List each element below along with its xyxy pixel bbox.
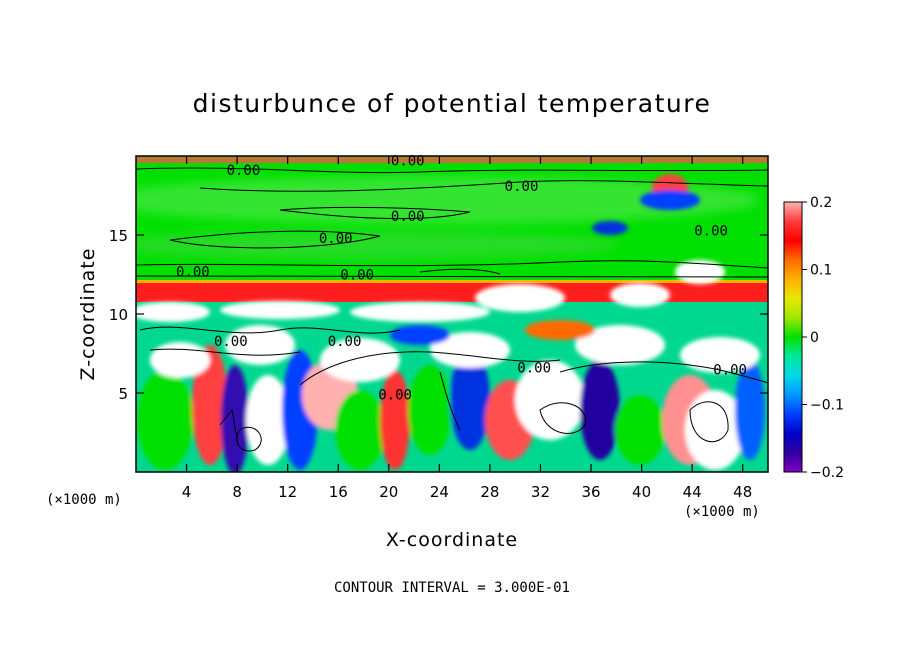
- contour-lines: [136, 167, 768, 452]
- x-tick-label: 48: [733, 483, 752, 501]
- x-tick-label: 40: [632, 483, 651, 501]
- colorbar-tick-label: 0.2: [810, 195, 832, 211]
- contour-label: 0.00: [328, 334, 362, 350]
- field-warm-edge: [136, 280, 768, 283]
- field-cloud-band: [136, 174, 725, 322]
- contour-label: 0.00: [176, 264, 210, 280]
- colorbar-tick-label: −0.2: [810, 465, 844, 481]
- colorbar-body: [783, 201, 803, 473]
- x-tick-label: 16: [329, 483, 348, 501]
- contour-label: 0.00: [340, 268, 374, 284]
- x-unit-right: (×1000 m): [684, 504, 760, 520]
- x-tick-label: 28: [480, 483, 499, 501]
- colorbar: 0.2 0.1 0 −0.1 −0.2: [783, 195, 844, 481]
- x-tick-label: 24: [430, 483, 449, 501]
- x-unit-left: (×1000 m): [46, 492, 122, 508]
- x-tick-label: 8: [232, 483, 242, 501]
- contour-label: 0.00: [694, 223, 728, 239]
- x-tick-label: 36: [581, 483, 600, 501]
- colorbar-tick-label: −0.1: [810, 398, 844, 414]
- contour-label: 0.00: [713, 362, 747, 378]
- colorbar-tick-label: 0.1: [810, 263, 832, 279]
- x-tick-label: 12: [278, 483, 297, 501]
- y-tick-label: 15: [109, 227, 128, 245]
- contour-label-layer: 0.00 0.00 0.00 0.00 0.00 0.00 0.00 0.00 0.00 0.00…: [176, 154, 747, 404]
- contour-label: 0.00: [391, 154, 425, 170]
- contour-label: 0.00: [505, 179, 539, 195]
- contour-label: 0.00: [214, 334, 248, 350]
- colorbar-tick-label: 0: [810, 330, 819, 346]
- colorbar-ticks: 0.2 0.1 0 −0.1 −0.2: [802, 195, 844, 481]
- field-warm-band: [136, 282, 768, 302]
- contour-label: 0.00: [378, 388, 412, 404]
- chart-title: disturbunce of potential temperature: [193, 89, 712, 118]
- x-tick-label: 20: [379, 483, 398, 501]
- contour-label: 0.00: [391, 209, 425, 225]
- field-band-mid: [136, 231, 620, 259]
- contour-interval-note: CONTOUR INTERVAL = 3.000E-01: [334, 580, 570, 596]
- contour-label: 0.00: [227, 163, 261, 179]
- contour-label: 0.00: [517, 361, 551, 377]
- y-axis-label: Z-coordinate: [77, 248, 99, 381]
- plot-area: [136, 156, 768, 472]
- y-tick-label: 10: [109, 306, 128, 324]
- field-stripe-top: [136, 157, 768, 163]
- contour-label: 0.00: [319, 231, 353, 247]
- x-axis: 4 8 12 16 20 24 28 32 36 40 44 48: [182, 156, 752, 501]
- x-tick-label: 44: [683, 483, 702, 501]
- y-tick-label: 5: [118, 385, 128, 403]
- x-tick-label: 4: [182, 483, 192, 501]
- y-axis: 5 10 15: [109, 227, 768, 403]
- x-axis-label: X-coordinate: [386, 529, 518, 551]
- field-band-upper: [136, 176, 760, 224]
- x-tick-label: 32: [531, 483, 550, 501]
